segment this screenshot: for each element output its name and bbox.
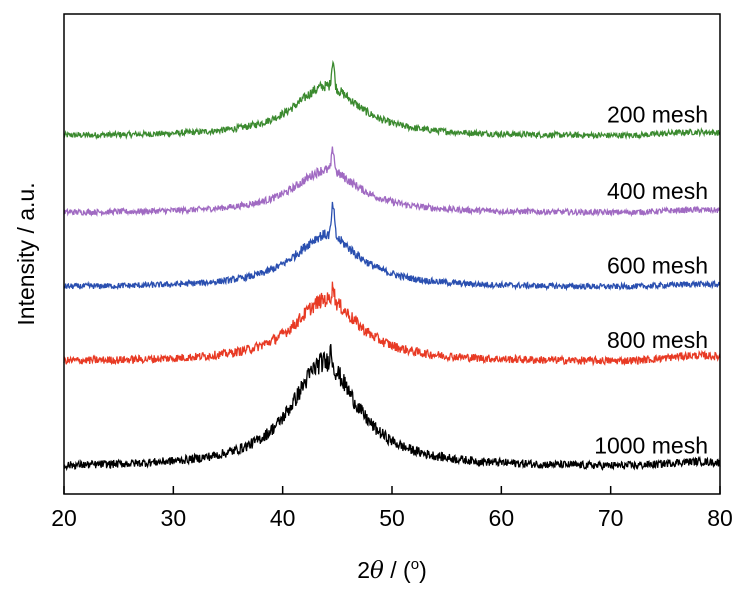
series-line-400-mesh: [63, 146, 721, 218]
x-tick-label-50: 50: [379, 505, 405, 531]
series-label-200-mesh: 200 mesh: [607, 101, 708, 127]
x-tick-label-40: 40: [270, 505, 296, 531]
x-axis-title-unit: o: [411, 556, 419, 573]
series-label-800-mesh: 800 mesh: [607, 327, 708, 353]
x-axis-title: 2θ / (o): [357, 556, 427, 584]
x-tick-label-30: 30: [161, 505, 187, 531]
series-label-600-mesh: 600 mesh: [607, 253, 708, 279]
x-axis-title-close: ): [419, 557, 427, 583]
x-tick-label-60: 60: [489, 505, 515, 531]
series-layer: [63, 59, 721, 472]
series-line-800-mesh: [63, 281, 721, 367]
series-line-600-mesh: [63, 201, 721, 292]
series-line-1000-mesh: [63, 344, 721, 472]
y-axis-title: Intensity / a.u.: [13, 182, 39, 325]
series-labels: 200 mesh 400 mesh 600 mesh 800 mesh 1000 mes…: [594, 101, 708, 458]
x-axis-title-suffix: / (: [384, 557, 411, 583]
x-axis-title-prefix: 2: [357, 557, 370, 583]
x-axis-title-symbol: θ: [370, 558, 384, 584]
x-axis-ticks: 20 30 40 50 60 70 80: [51, 486, 733, 531]
x-tick-label-70: 70: [598, 505, 624, 531]
series-label-1000-mesh: 1000 mesh: [594, 433, 708, 459]
x-tick-label-20: 20: [51, 505, 77, 531]
x-tick-label-80: 80: [707, 505, 733, 531]
series-line-200-mesh: [63, 59, 721, 141]
series-label-400-mesh: 400 mesh: [607, 178, 708, 204]
